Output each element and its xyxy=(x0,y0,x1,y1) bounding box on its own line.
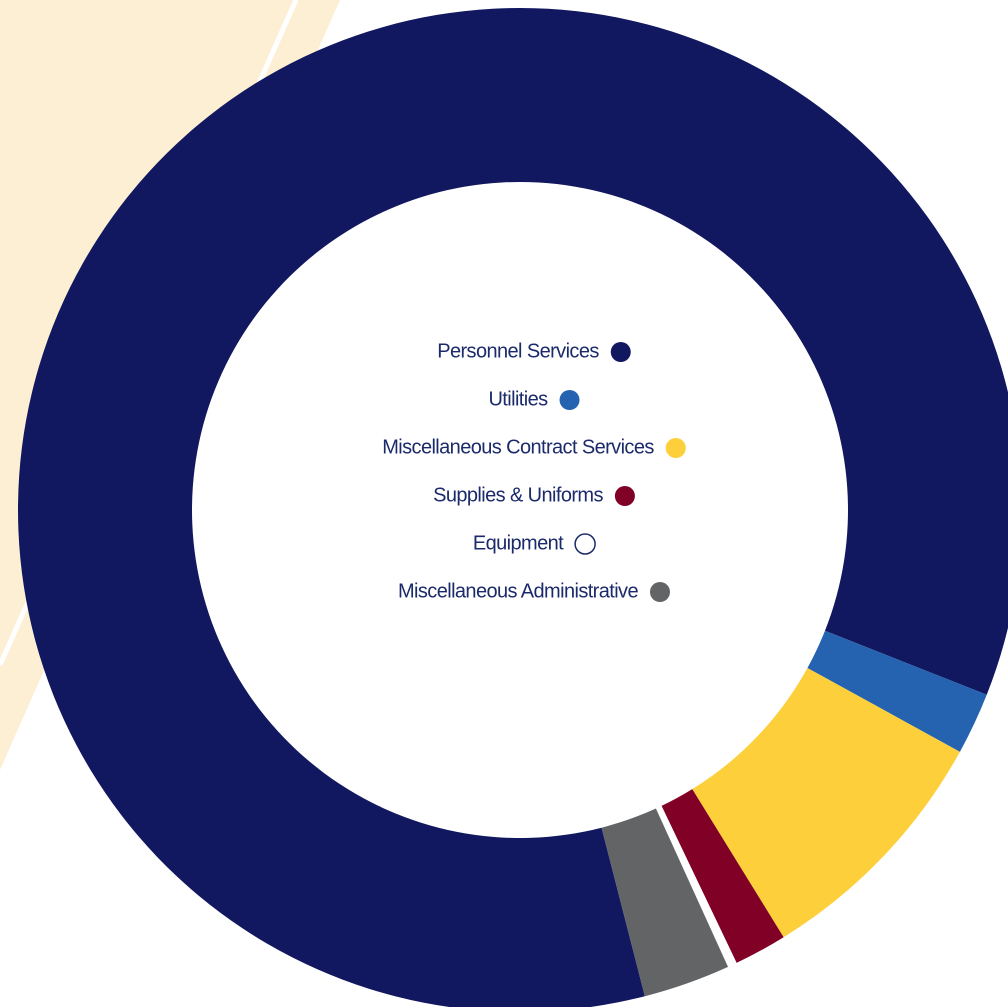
donut-slice xyxy=(18,8,1008,1007)
donut-slice xyxy=(601,808,729,997)
legend-label: Utilities xyxy=(488,388,548,410)
legend-swatch xyxy=(559,390,580,410)
legend: Personnel Services Utilities Miscellaneous… xyxy=(382,340,686,602)
legend-swatch xyxy=(610,342,631,362)
donut-slice xyxy=(655,805,737,967)
donut xyxy=(18,8,1008,1007)
donut-slice xyxy=(807,630,987,752)
legend-swatch xyxy=(649,582,670,602)
donut-slice xyxy=(661,789,784,963)
legend-swatch xyxy=(614,486,635,506)
legend-swatch xyxy=(574,533,596,555)
legend-swatch xyxy=(665,438,686,458)
legend-label: Equipment xyxy=(473,532,564,554)
legend-label: Miscellaneous Contract Services xyxy=(382,436,654,458)
donut-slice xyxy=(692,668,960,938)
legend-label: Supplies & Uniforms xyxy=(433,484,603,506)
legend-label: Miscellaneous Administrative xyxy=(398,580,638,602)
legend-label: Personnel Services xyxy=(437,340,599,362)
